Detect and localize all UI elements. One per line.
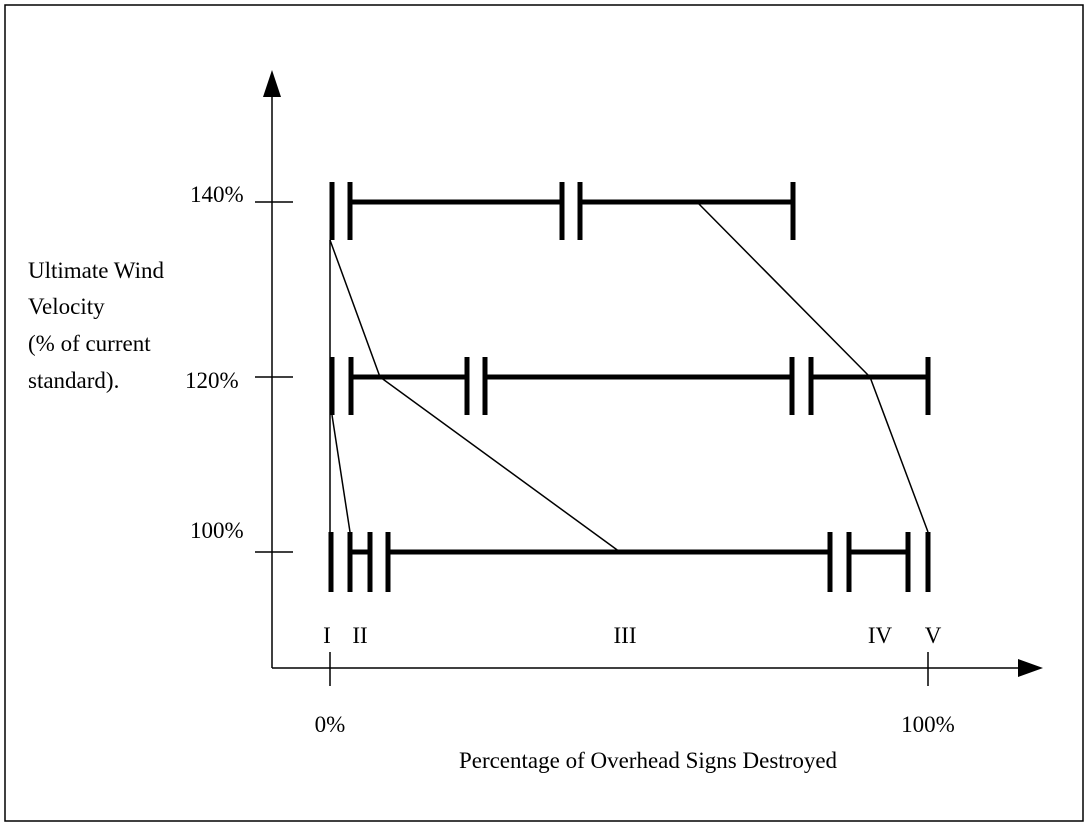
zone-label: II bbox=[352, 623, 367, 648]
y-tick-label: 100% bbox=[190, 518, 244, 543]
boundary-lines bbox=[329, 201, 929, 553]
axes bbox=[255, 70, 1043, 686]
y-axis-label: Velocity bbox=[28, 294, 105, 319]
zone-label: V bbox=[925, 623, 942, 648]
row-120 bbox=[329, 357, 931, 415]
zone-label: I bbox=[323, 623, 331, 648]
y-axis-label: standard). bbox=[28, 368, 119, 393]
y-axis-label: Ultimate Wind bbox=[28, 258, 164, 283]
x-tick-label: 0% bbox=[315, 712, 346, 737]
y-tick-label: 140% bbox=[190, 182, 244, 207]
zone-label: III bbox=[614, 623, 637, 648]
row-140 bbox=[329, 182, 796, 240]
row-100 bbox=[328, 532, 931, 592]
x-axis-label: Percentage of Overhead Signs Destroyed bbox=[459, 748, 838, 773]
zone-label: IV bbox=[868, 623, 893, 648]
y-axis-label: (% of current bbox=[28, 331, 151, 356]
y-tick-label: 120% bbox=[185, 368, 239, 393]
frame bbox=[4, 4, 1084, 822]
x-tick-label: 100% bbox=[901, 712, 955, 737]
